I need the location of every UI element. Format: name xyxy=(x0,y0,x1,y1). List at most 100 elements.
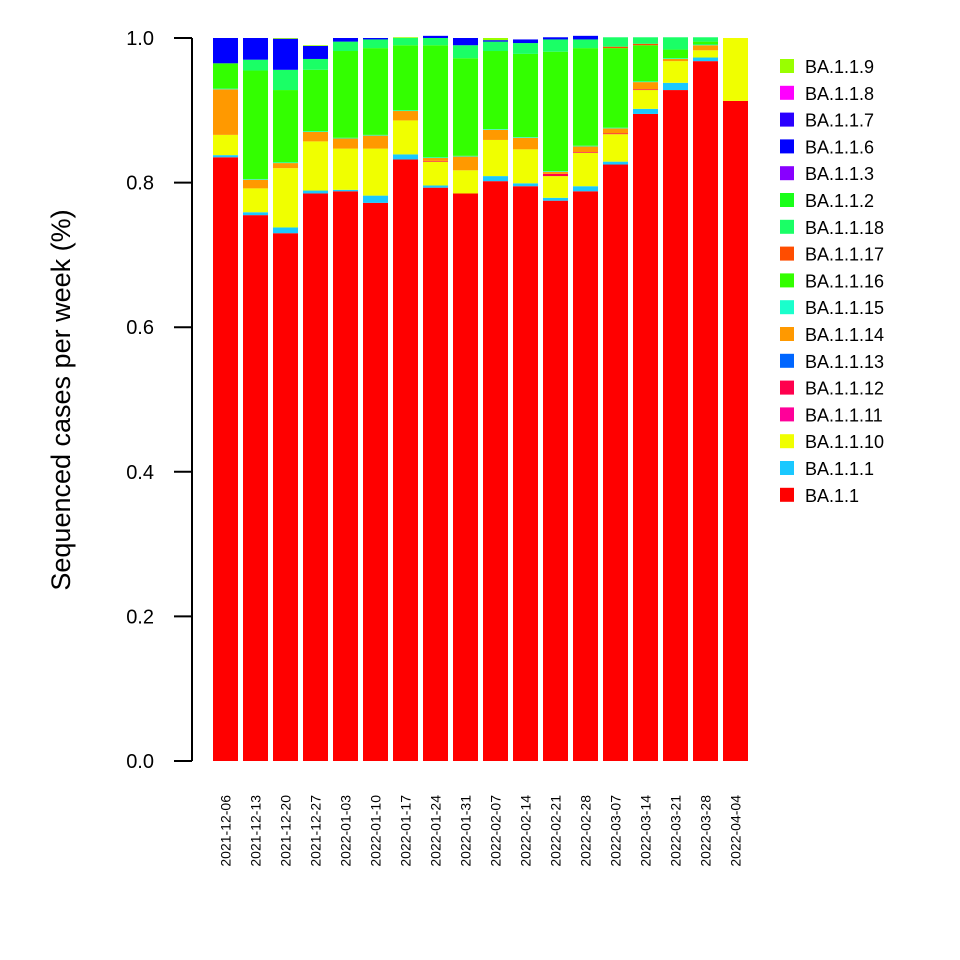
legend-label: BA.1.1.15 xyxy=(805,298,884,318)
bar-segment-BA-1-1-10-2022-01-17 xyxy=(393,120,418,155)
bar-segment-BA-1-1-6-2022-02-28 xyxy=(573,35,598,40)
bar-segment-BA-1-1-14-2021-12-13 xyxy=(243,179,268,189)
bar-segment-BA-1-1-15-2022-03-21 xyxy=(663,58,688,59)
bar-segment-BA-1-1-14-2022-02-21 xyxy=(543,171,568,174)
bar-segment-BA-1-1-18-2022-03-07 xyxy=(603,37,628,47)
bar-segment-BA-1-1-1-2022-03-21 xyxy=(663,82,688,91)
x-tick-label: 2022-02-21 xyxy=(548,795,564,867)
x-tick-label: 2022-03-07 xyxy=(608,795,624,867)
bar-segment-BA-1-1-1-2021-12-13 xyxy=(243,212,268,216)
legend-label: BA.1.1.17 xyxy=(805,245,884,265)
bar-segment-BA-1-1-18-2021-12-13 xyxy=(243,59,268,71)
bar-segment-BA-1-1-17-2022-03-14 xyxy=(633,43,658,46)
bar-segment-BA-1-1-1-2022-01-10 xyxy=(363,195,388,203)
bar-segment-BA-1-1-1-2022-02-14 xyxy=(513,183,538,187)
bar-segment-BA-1-1-1-2022-01-17 xyxy=(393,154,418,160)
bar-segment-BA-1-1-1-2022-02-28 xyxy=(573,186,598,192)
legend-label: BA.1.1.9 xyxy=(805,57,874,77)
bar-segment-BA-1-1-10-2022-02-28 xyxy=(573,152,598,187)
bar-segment-BA-1-1-10-2021-12-13 xyxy=(243,188,268,213)
legend-swatch xyxy=(780,246,794,261)
bar-segment-BA-1-1-10-2022-03-28 xyxy=(693,50,718,58)
legend-label: BA.1.1.13 xyxy=(805,352,884,372)
bar-segment-BA-1-1-12-2022-02-28 xyxy=(573,152,598,153)
bar-segment-BA-1-1-18-2021-12-27 xyxy=(303,58,328,70)
y-ticks: 0.0 0.2 0.4 0.6 0.8 1.0 xyxy=(126,28,192,773)
bar-segment-BA-1-1-17-2022-03-07 xyxy=(603,46,628,49)
bar-segment-BA-1-1-10-2022-01-10 xyxy=(363,148,388,196)
x-tick-label: 2022-03-21 xyxy=(668,795,684,867)
legend-swatch xyxy=(780,193,794,207)
x-tick-label: 2022-01-24 xyxy=(428,795,444,867)
x-tick-label: 2022-01-31 xyxy=(458,795,474,867)
bar-segment-BA-1-1-16-2021-12-13 xyxy=(243,70,268,179)
y-tick-label: 1.0 xyxy=(126,28,154,50)
legend-swatch xyxy=(780,85,794,100)
x-tick-label: 2022-01-03 xyxy=(338,795,354,867)
bar-segment-BA-1-1-16-2021-12-20 xyxy=(273,90,298,163)
bar-segment-BA-1-1-16-2022-03-28 xyxy=(693,41,718,45)
bar-segment-BA-1-1-6-2022-02-14 xyxy=(513,39,538,44)
bar-segment-BA-1-1-18-2022-01-03 xyxy=(333,41,358,52)
bar-segment-BA-1-1-12-2022-03-14 xyxy=(633,89,658,91)
bar-segment-BA-1-1-16-2022-02-07 xyxy=(483,51,508,130)
bar-segment-BA-1-1-12-2022-03-07 xyxy=(603,133,628,135)
bar-segment-BA-1-1-16-2022-02-28 xyxy=(573,48,598,146)
bar-segment-BA-1-1-14-2022-01-10 xyxy=(363,135,388,149)
bar-segment-BA-1-1-14-2021-12-20 xyxy=(273,163,298,169)
bar-segment-BA-1-1-15-2022-03-28 xyxy=(693,44,718,46)
bar-segment-BA-1-1-1-2021-12-20 xyxy=(273,227,298,234)
bar-segment-BA-1-1-6-2022-01-31 xyxy=(453,38,478,46)
bar-segment-BA-1-1-2022-03-21 xyxy=(663,90,688,761)
x-tick-label: 2022-03-14 xyxy=(638,795,654,867)
bar-segment-BA-1-1-16-2022-01-03 xyxy=(333,51,358,138)
bar-segment-BA-1-1-14-2022-03-07 xyxy=(603,128,628,134)
legend-swatch xyxy=(780,219,794,234)
bar-segment-BA-1-1-1-2021-12-06 xyxy=(213,155,238,158)
x-tick-label: 2022-02-07 xyxy=(488,795,504,867)
bar-segment-BA-1-1-16-2022-03-21 xyxy=(663,49,688,59)
legend-swatch xyxy=(780,112,794,127)
bar-segment-BA-1-1-9-2021-12-27 xyxy=(303,45,328,46)
bar-segment-BA-1-1-18-2022-02-28 xyxy=(573,39,598,49)
legend-label: BA.1.1.3 xyxy=(805,164,874,184)
bar-segment-BA-1-1-16-2022-02-21 xyxy=(543,51,568,172)
bar-segment-BA-1-1-14-2022-03-14 xyxy=(633,82,658,90)
bar-segment-BA-1-1-1-2022-02-07 xyxy=(483,176,508,182)
bar-segment-BA-1-1-2021-12-13 xyxy=(243,215,268,761)
bar-segment-BA-1-1-1-2022-03-28 xyxy=(693,57,718,62)
bar-segment-BA-1-1-16-2022-01-17 xyxy=(393,45,418,111)
bar-segment-BA-1-1-6-2021-12-20 xyxy=(273,38,298,70)
bar-segment-BA-1-1-1-2022-03-07 xyxy=(603,161,628,165)
legend-label: BA.1.1.16 xyxy=(805,271,884,291)
legend-label: BA.1.1.18 xyxy=(805,218,884,238)
bar-segment-BA-1-1-15-2022-03-14 xyxy=(633,81,658,83)
bar-segment-BA-1-1-15-2022-01-17 xyxy=(393,110,418,112)
bar-segment-BA-1-1-14-2022-01-03 xyxy=(333,138,358,149)
legend-swatch xyxy=(780,487,794,502)
bar-segment-BA-1-1-9-2022-02-07 xyxy=(483,38,508,41)
bar-segment-BA-1-1-18-2022-02-07 xyxy=(483,41,508,52)
bar-segment-BA-1-1-14-2022-02-28 xyxy=(573,146,598,153)
bar-segment-BA-1-1-2022-01-31 xyxy=(453,193,478,761)
bar-segment-BA-1-1-18-2022-01-24 xyxy=(423,38,448,46)
bar-segment-BA-1-1-18-2022-01-10 xyxy=(363,39,388,49)
bar-segment-BA-1-1-14-2022-01-17 xyxy=(393,111,418,121)
bar-segment-BA-1-1-15-2022-01-31 xyxy=(453,155,478,157)
legend-label: BA.1.1.11 xyxy=(805,405,883,425)
x-tick-label: 2021-12-20 xyxy=(278,795,294,867)
bar-segment-BA-1-1-16-2021-12-27 xyxy=(303,69,328,132)
bar-segment-BA-1-1-2022-01-10 xyxy=(363,202,388,761)
bar-segment-BA-1-1-6-2022-01-03 xyxy=(333,38,358,42)
bar-segment-BA-1-1-2022-01-24 xyxy=(423,187,448,761)
bar-segment-BA-1-1-10-2022-01-03 xyxy=(333,148,358,190)
bar-segment-BA-1-1-6-2022-02-07 xyxy=(483,40,508,42)
bar-segment-BA-1-1-2022-01-17 xyxy=(393,159,418,762)
y-tick-label: 0.8 xyxy=(126,173,154,195)
bar-segment-BA-1-1-10-2021-12-20 xyxy=(273,168,298,228)
bar-segment-BA-1-1-9-2021-12-20 xyxy=(273,38,298,39)
bar-segment-BA-1-1-14-2022-01-31 xyxy=(453,156,478,171)
bar-segment-BA-1-1-6-2021-12-13 xyxy=(243,38,268,60)
x-tick-label: 2022-01-17 xyxy=(398,795,414,867)
